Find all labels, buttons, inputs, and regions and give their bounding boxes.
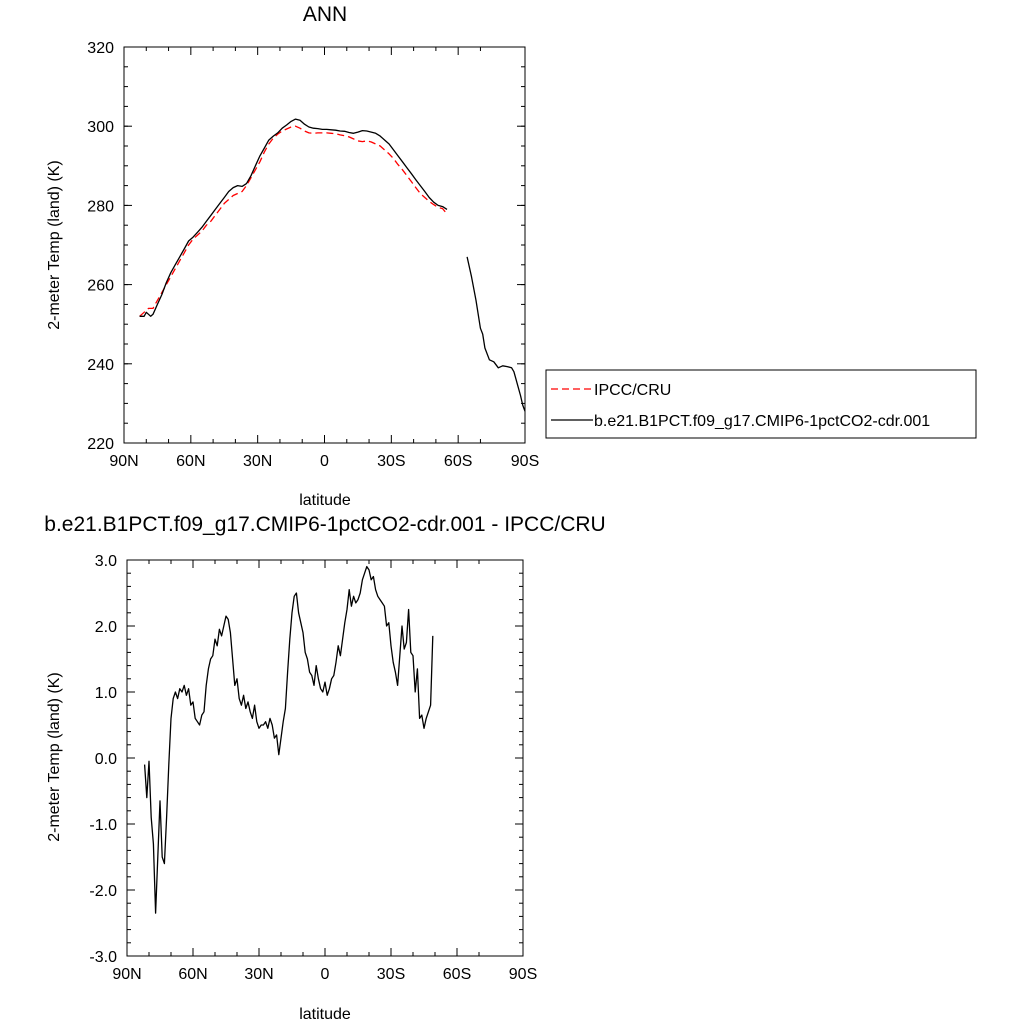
legend: IPCC/CRU b.e21.B1PCT.f09_g17.CMIP6-1pctC… <box>545 369 977 439</box>
bottom-plot-frame <box>126 559 524 957</box>
x-tick-label: 90N <box>112 966 141 983</box>
bottom-x-axis-label: latitude <box>299 1006 351 1023</box>
x-tick-label: 30S <box>377 966 405 983</box>
top-y-axis-label: 2-meter Temp (land) (K) <box>46 160 63 330</box>
y-tick-label: 1.0 <box>95 685 117 702</box>
x-tick-label: 30S <box>377 453 405 470</box>
series-line-1 <box>139 118 448 317</box>
x-tick-label: 60S <box>443 966 471 983</box>
x-tick-label: 90S <box>509 966 537 983</box>
bottom-tick-labels: 90N 60N 30N 0 30S 60S 90S -3.0 -2.0 -1.0 0.0 1.0 2.0… <box>89 553 537 983</box>
y-tick-label: 0.0 <box>95 751 117 768</box>
y-tick-label: 2.0 <box>95 619 117 636</box>
x-tick-label: 30N <box>243 453 272 470</box>
top-x-axis-label: latitude <box>299 492 351 509</box>
top-plot-frame <box>123 46 526 444</box>
y-tick-label: -1.0 <box>89 817 117 834</box>
y-tick-label: 260 <box>87 278 114 295</box>
legend-label-model: b.e21.B1PCT.f09_g17.CMIP6-1pctCO2-cdr.00… <box>594 413 930 430</box>
y-tick-label: 300 <box>87 119 114 136</box>
y-tick-label: 320 <box>87 40 114 57</box>
top-tick-labels: 90N 60N 30N 0 30S 60S 90S 220 240 260 280 300 320 <box>87 40 539 470</box>
x-tick-label: 60S <box>444 453 472 470</box>
y-tick-label: 3.0 <box>95 553 117 570</box>
x-tick-label: 0 <box>321 966 330 983</box>
top-ticks <box>123 46 526 444</box>
y-tick-label: 240 <box>87 357 114 374</box>
y-tick-label: -3.0 <box>89 949 117 966</box>
bottom-y-axis-label: 2-meter Temp (land) (K) <box>46 672 63 842</box>
y-tick-label: -2.0 <box>89 883 117 900</box>
bottom-ticks <box>126 559 524 957</box>
legend-label-ipcc-cru: IPCC/CRU <box>594 382 671 399</box>
series-line-1 <box>466 256 526 412</box>
y-tick-label: 280 <box>87 198 114 215</box>
x-tick-label: 60N <box>176 453 205 470</box>
bottom-chart-title: b.e21.B1PCT.f09_g17.CMIP6-1pctCO2-cdr.00… <box>44 513 605 536</box>
x-tick-label: 30N <box>244 966 273 983</box>
y-tick-label: 220 <box>87 436 114 453</box>
series-line-0 <box>143 565 434 914</box>
top-chart-title: ANN <box>303 3 347 26</box>
x-tick-label: 60N <box>178 966 207 983</box>
top-series-lines <box>139 118 526 412</box>
top-panel: ANN 2-meter Temp (land) (K) latitude 90N… <box>46 3 977 509</box>
legend-box <box>545 369 977 439</box>
bottom-panel: b.e21.B1PCT.f09_g17.CMIP6-1pctCO2-cdr.00… <box>44 513 605 1023</box>
x-tick-label: 90N <box>109 453 138 470</box>
x-tick-label: 0 <box>320 453 329 470</box>
bottom-series-lines <box>143 565 434 914</box>
series-line-0 <box>139 125 448 317</box>
x-tick-label: 90S <box>511 453 539 470</box>
